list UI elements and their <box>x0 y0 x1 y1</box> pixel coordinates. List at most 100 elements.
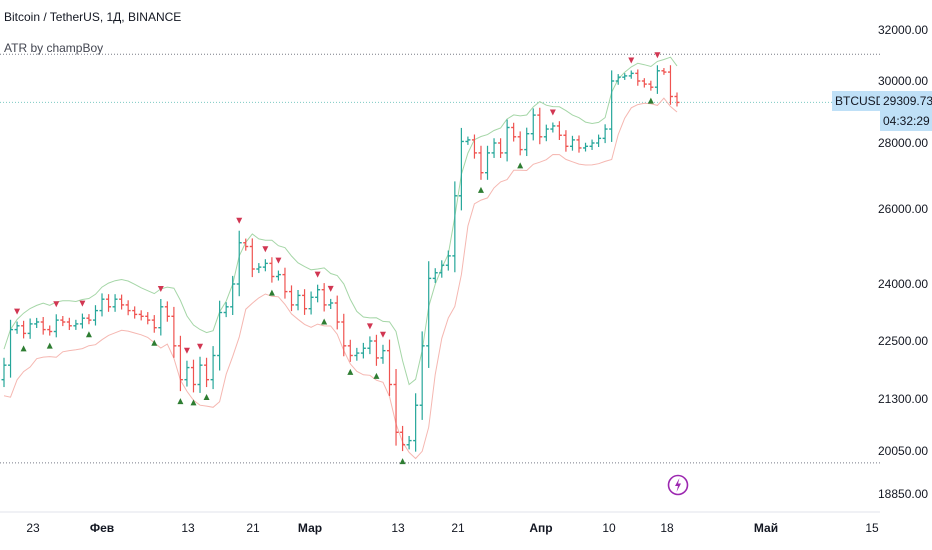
ohlc-bar <box>171 306 177 358</box>
ohlc-bar <box>406 435 412 450</box>
ohlc-bar <box>387 339 393 396</box>
ohlc-bar <box>302 289 308 315</box>
ohlc-bar <box>184 360 190 387</box>
ohlc-bar <box>413 393 419 452</box>
last-price-label: 29309.73 <box>880 91 932 111</box>
ohlc-bar <box>34 317 40 329</box>
ohlc-bar <box>426 261 432 368</box>
time-axis[interactable]: 23 Фев 13 21 Мар 13 21 Апр 10 18 Май 15 <box>0 511 880 535</box>
price-axis[interactable]: 32000.00 30000.00 28000.00 26000.00 24000.00… <box>878 23 928 501</box>
ohlc-bar <box>543 124 549 142</box>
sell-marker <box>275 257 282 264</box>
y-tick-label: 21300.00 <box>878 392 928 406</box>
sell-marker <box>628 57 635 64</box>
ohlc-bar <box>8 319 14 378</box>
ohlc-bar <box>537 107 543 145</box>
sell-marker <box>183 347 190 354</box>
ohlc-bar <box>674 92 680 107</box>
ohlc-bar <box>21 320 27 339</box>
x-tick-label: Фев <box>90 521 114 535</box>
upper-band-line <box>3 56 678 386</box>
ohlc-bar <box>471 134 477 159</box>
ohlc-bar <box>524 127 530 157</box>
ohlc-bar <box>223 302 229 318</box>
ohlc-bar <box>347 339 353 362</box>
reference-lines <box>0 53 880 464</box>
ohlc-bar <box>609 70 615 142</box>
ohlc-bar <box>27 318 33 339</box>
ohlc-bar <box>73 319 79 330</box>
sell-marker <box>549 109 556 116</box>
ohlc-bar <box>315 284 321 303</box>
y-tick-label: 28000.00 <box>878 136 928 150</box>
ohlc-bar <box>550 122 556 133</box>
y-tick-label: 26000.00 <box>878 202 928 216</box>
ohlc-bar <box>288 285 294 312</box>
ohlc-bar <box>432 268 438 283</box>
ohlc-bars <box>1 65 680 452</box>
lightning-icon[interactable] <box>667 470 689 500</box>
ohlc-bar <box>654 65 660 94</box>
buy-marker <box>647 97 654 104</box>
sell-marker <box>53 301 60 308</box>
sell-marker <box>14 308 21 315</box>
ohlc-bar <box>79 313 85 329</box>
ohlc-bar <box>334 295 340 330</box>
ohlc-bar <box>92 305 98 326</box>
ohlc-bar <box>530 108 536 141</box>
x-tick-label: 13 <box>391 521 405 535</box>
x-tick-label: Апр <box>529 521 552 535</box>
ohlc-bar <box>485 145 491 180</box>
ohlc-bar <box>269 257 275 283</box>
ohlc-bar <box>419 331 425 420</box>
ohlc-bar <box>99 293 105 317</box>
ohlc-bar <box>262 259 268 272</box>
ohlc-bar <box>295 289 301 311</box>
sell-marker <box>79 300 86 307</box>
ohlc-bar <box>341 313 347 357</box>
x-tick-label: 23 <box>26 521 40 535</box>
ohlc-bar <box>132 306 138 319</box>
ohlc-bar <box>445 250 451 271</box>
ohlc-bar <box>249 238 255 278</box>
indicator-title[interactable]: ATR by champBoy <box>4 41 104 55</box>
ohlc-bar <box>648 80 654 91</box>
ohlc-bar <box>328 298 334 310</box>
ohlc-bar <box>517 131 523 156</box>
ohlc-bar <box>354 347 360 361</box>
buy-marker <box>190 399 197 406</box>
sell-marker <box>314 271 321 278</box>
bar-countdown-label: 04:32:29 <box>880 111 932 131</box>
buy-marker <box>177 398 184 405</box>
y-tick-label: 32000.00 <box>878 23 928 37</box>
ohlc-bar <box>321 283 327 312</box>
x-tick-label: Май <box>754 521 778 535</box>
ohlc-bar <box>138 310 144 321</box>
ohlc-bar <box>596 134 602 148</box>
ohlc-bar <box>190 359 196 393</box>
sell-marker <box>327 285 334 292</box>
ohlc-bar <box>439 260 445 278</box>
ohlc-bar <box>60 315 66 327</box>
buy-marker <box>321 318 328 325</box>
buy-marker <box>85 331 92 338</box>
ohlc-bar <box>53 314 59 338</box>
buy-marker <box>399 458 406 465</box>
ohlc-bar <box>569 135 575 151</box>
y-tick-label: 20050.00 <box>878 444 928 458</box>
sell-marker <box>379 331 386 338</box>
buy-marker <box>517 162 524 169</box>
lower-band-line <box>3 97 678 460</box>
ohlc-bar <box>465 136 471 145</box>
symbol-title[interactable]: Bitcoin / TetherUS, 1Д, BINANCE <box>4 10 182 24</box>
ohlc-bar <box>458 127 464 211</box>
ohlc-bar <box>563 130 569 152</box>
x-tick-label: 15 <box>865 521 879 535</box>
ohlc-bar <box>177 335 183 392</box>
ohlc-bar <box>282 267 288 299</box>
ohlc-bar <box>119 294 125 310</box>
buy-marker <box>20 345 27 352</box>
ohlc-bar <box>511 122 517 142</box>
symbol-price-label: BTCUSDT <box>832 91 895 111</box>
